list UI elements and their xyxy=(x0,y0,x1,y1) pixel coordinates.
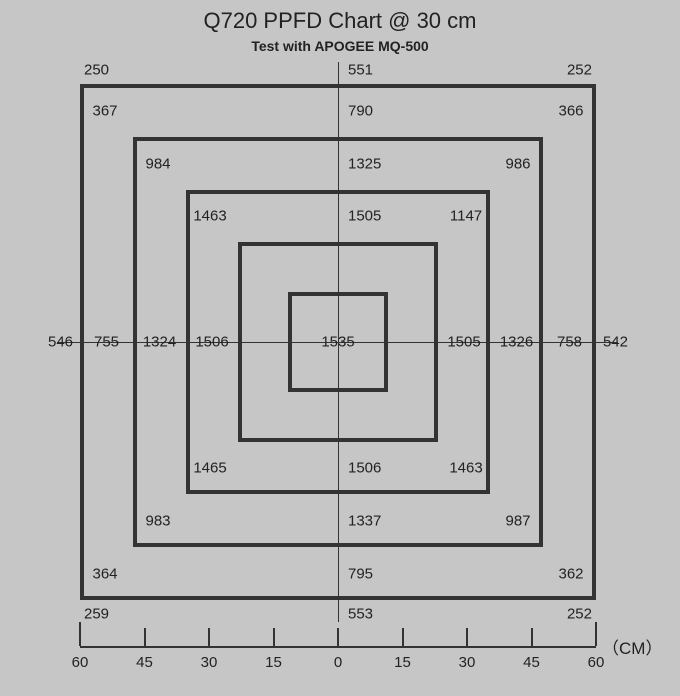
val-r: 1505 xyxy=(447,334,480,351)
ruler-tick-label: 0 xyxy=(334,654,342,671)
val-r0-t: 551 xyxy=(348,62,373,79)
ruler-tick xyxy=(273,628,275,646)
val-r0-bl: 259 xyxy=(84,606,109,623)
val-r0-tl: 250 xyxy=(84,62,109,79)
ruler-tick-label: 15 xyxy=(394,654,411,671)
val-b: 795 xyxy=(348,565,373,582)
scale-ruler: 60453015015304560 xyxy=(80,646,596,696)
val-r0-l: 546 xyxy=(48,334,73,351)
val-bl: 1465 xyxy=(193,460,226,477)
val-tr: 366 xyxy=(558,102,583,119)
ruler-tick-label: 45 xyxy=(136,654,153,671)
ruler-tick xyxy=(466,628,468,646)
scale-unit-label: （CM） xyxy=(602,634,662,659)
val-t: 790 xyxy=(348,102,373,119)
ruler-tick-label: 60 xyxy=(72,654,89,671)
val-t: 1505 xyxy=(348,208,381,225)
ruler-baseline xyxy=(80,646,596,648)
val-tr: 1147 xyxy=(450,208,482,225)
chart-subtitle: Test with APOGEE MQ-500 xyxy=(0,38,680,54)
val-r: 758 xyxy=(557,334,582,351)
val-b: 1337 xyxy=(348,512,381,529)
ruler-tick xyxy=(208,628,210,646)
ruler-tick xyxy=(531,628,533,646)
ruler-tick-label: 30 xyxy=(459,654,476,671)
ruler-tick xyxy=(337,628,339,646)
ruler-tick xyxy=(144,628,146,646)
ruler-tick-label: 15 xyxy=(265,654,282,671)
val-r0-tr: 252 xyxy=(567,62,592,79)
val-tr: 986 xyxy=(505,155,530,172)
val-bl: 983 xyxy=(145,512,170,529)
val-r: 1326 xyxy=(500,334,533,351)
val-tl: 984 xyxy=(145,155,170,172)
val-b: 1506 xyxy=(348,460,381,477)
val-r0-b: 553 xyxy=(348,606,373,623)
val-t: 1325 xyxy=(348,155,381,172)
val-tl: 367 xyxy=(92,102,117,119)
val-tl: 1463 xyxy=(193,208,226,225)
val-br: 987 xyxy=(505,512,530,529)
ruler-tick-label: 45 xyxy=(523,654,540,671)
ruler-tick xyxy=(595,622,597,646)
ruler-tick-label: 30 xyxy=(201,654,218,671)
val-r0-r: 542 xyxy=(603,334,628,351)
val-br: 1463 xyxy=(449,460,482,477)
val-l: 1506 xyxy=(195,334,228,351)
chart-title: Q720 PPFD Chart @ 30 cm xyxy=(0,8,680,34)
val-l: 755 xyxy=(94,334,119,351)
ruler-tick xyxy=(402,628,404,646)
val-l: 1324 xyxy=(143,334,176,351)
val-bl: 364 xyxy=(92,565,117,582)
val-br: 362 xyxy=(558,565,583,582)
ruler-tick xyxy=(79,622,81,646)
val-r0-br: 252 xyxy=(567,606,592,623)
val-center: 1535 xyxy=(321,334,354,351)
